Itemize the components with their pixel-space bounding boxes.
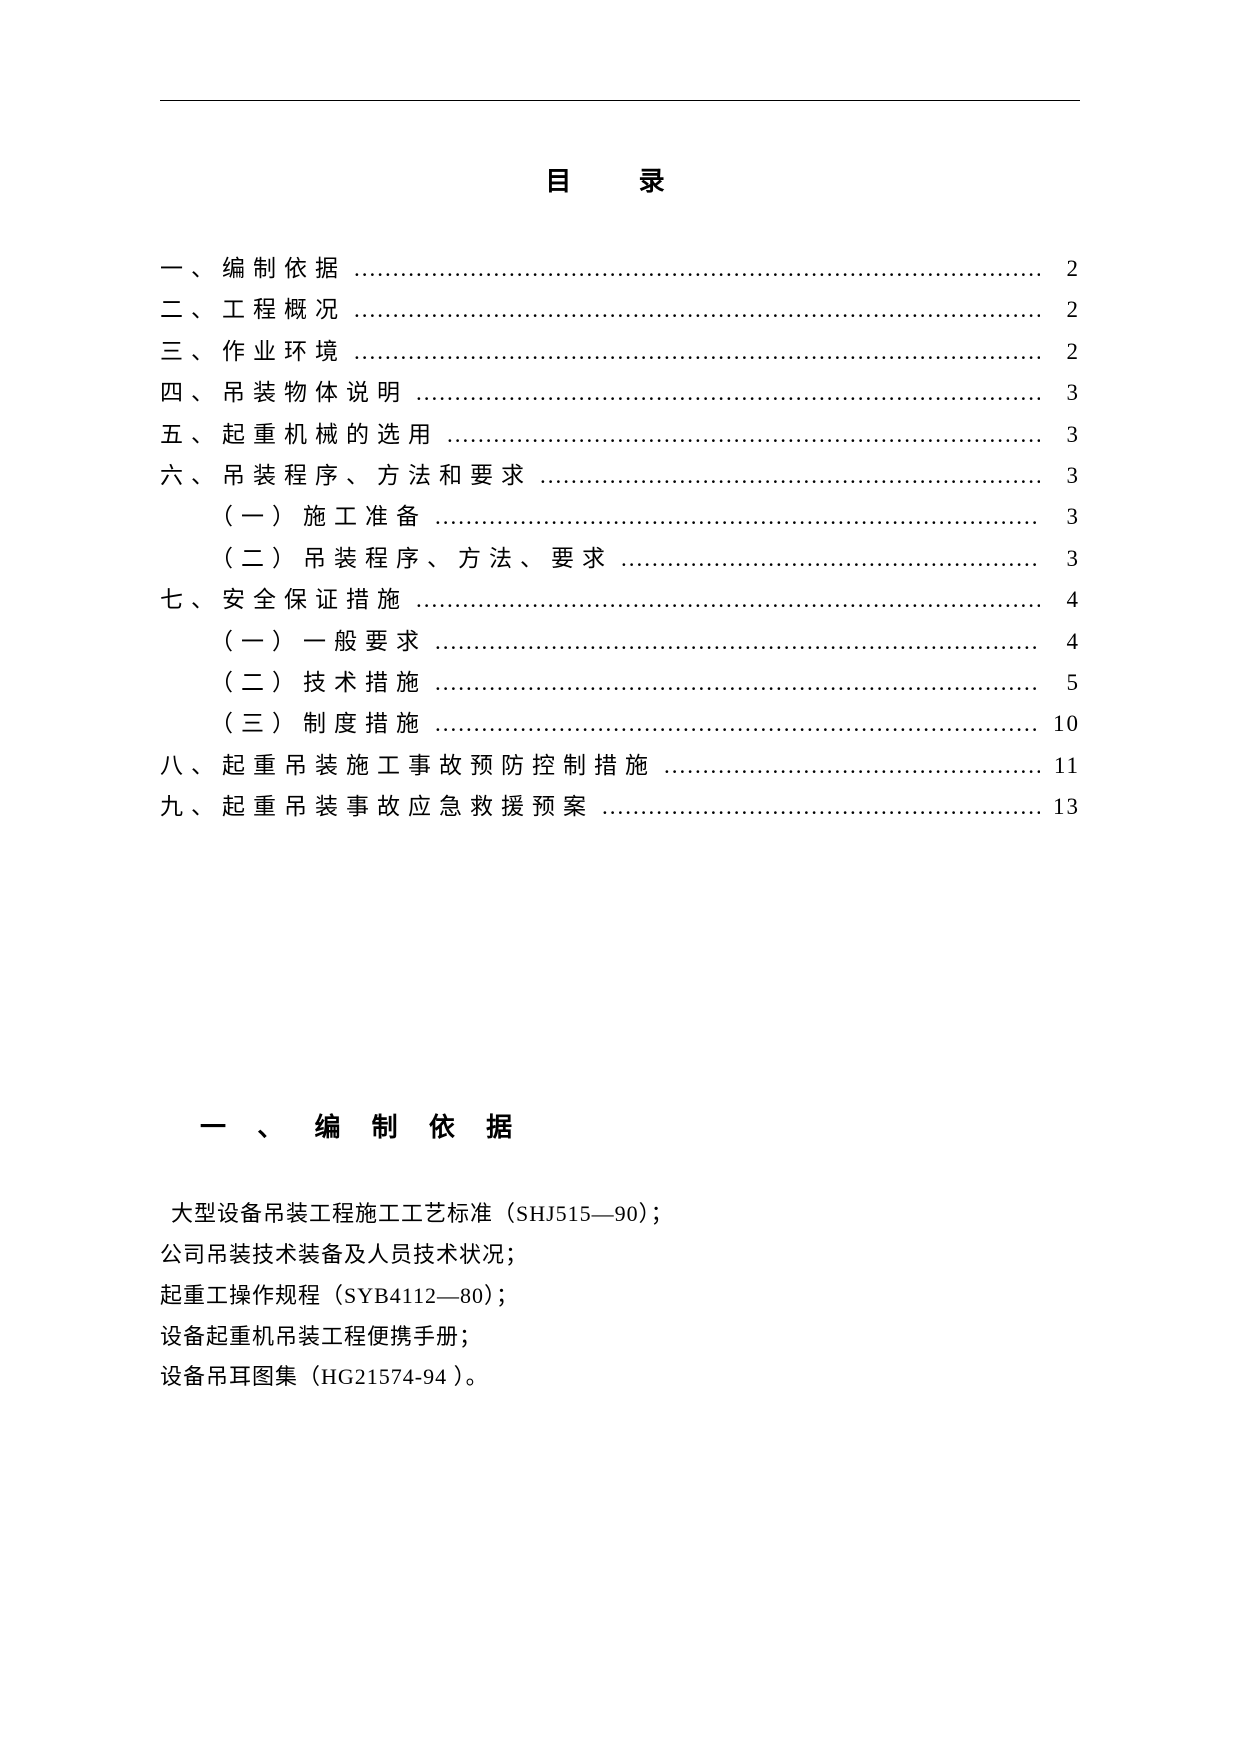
toc-entry: 五、起重机械的选用 3: [160, 414, 1080, 455]
toc-label: （三）制度措施: [210, 703, 427, 744]
toc-label: 一、编制依据: [160, 248, 346, 289]
body-line: 起重工操作规程（SYB4112—80）；: [160, 1276, 1080, 1317]
toc-label: （一）一般要求: [210, 621, 427, 662]
toc-page: 3: [1040, 372, 1080, 413]
section-1-body: 大型设备吊装工程施工工艺标准（SHJ515—90）； 公司吊装技术装备及人员技术…: [160, 1194, 1080, 1397]
toc-dots: [613, 538, 1040, 579]
toc-dots: [346, 331, 1040, 372]
toc-label: 五、起重机械的选用: [160, 414, 439, 455]
toc-page: 4: [1040, 621, 1080, 662]
body-line: 公司吊装技术装备及人员技术状况；: [160, 1235, 1080, 1276]
toc-dots: [594, 786, 1040, 827]
toc-page: 11: [1040, 745, 1080, 786]
toc-label: （一）施工准备: [210, 496, 427, 537]
toc-label: 六、吊装程序、方法和要求: [160, 455, 532, 496]
toc-page: 13: [1040, 786, 1080, 827]
toc-page: 2: [1040, 331, 1080, 372]
toc-page: 2: [1040, 248, 1080, 289]
toc-entry: 三、作业环境 2: [160, 331, 1080, 372]
toc-dots: [656, 745, 1040, 786]
toc-dots: [532, 455, 1040, 496]
toc-page: 3: [1040, 455, 1080, 496]
toc-title: 目 录: [160, 161, 1080, 198]
toc-dots: [408, 579, 1040, 620]
body-line: 设备起重机吊装工程便携手册；: [160, 1317, 1080, 1358]
toc-dots: [346, 248, 1040, 289]
toc-entry: 四、吊装物体说明 3: [160, 372, 1080, 413]
toc-dots: [439, 414, 1040, 455]
toc-label: 三、作业环境: [160, 331, 346, 372]
toc-dots: [427, 496, 1040, 537]
toc-page: 5: [1040, 662, 1080, 703]
toc-entry: （一）施工准备 3: [160, 496, 1080, 537]
toc-dots: [346, 289, 1040, 330]
toc-entry: 八、起重吊装施工事故预防控制措施 11: [160, 745, 1080, 786]
toc-page: 3: [1040, 414, 1080, 455]
toc-label: （二）技术措施: [210, 662, 427, 703]
toc-label: （二）吊装程序、方法、要求: [210, 538, 613, 579]
toc-page: 2: [1040, 289, 1080, 330]
body-line: 大型设备吊装工程施工工艺标准（SHJ515—90）；: [160, 1194, 1080, 1235]
toc-dots: [427, 621, 1040, 662]
toc-entry: （二）技术措施 5: [160, 662, 1080, 703]
toc-label: 九、起重吊装事故应急救援预案: [160, 786, 594, 827]
toc-dots: [408, 372, 1040, 413]
toc-dots: [427, 662, 1040, 703]
toc-entry: 二、工程概况 2: [160, 289, 1080, 330]
toc-label: 四、吊装物体说明: [160, 372, 408, 413]
body-line: 设备吊耳图集（HG21574-94 ）。: [160, 1357, 1080, 1398]
toc-entry: 六、吊装程序、方法和要求 3: [160, 455, 1080, 496]
toc-entry: （一）一般要求 4: [160, 621, 1080, 662]
toc-label: 八、起重吊装施工事故预防控制措施: [160, 745, 656, 786]
toc-page: 10: [1040, 703, 1080, 744]
toc-page: 3: [1040, 496, 1080, 537]
toc-page: 3: [1040, 538, 1080, 579]
section-heading-1: 一 、 编 制 依 据: [160, 1107, 1080, 1144]
toc-label: 七、安全保证措施: [160, 579, 408, 620]
toc-entry: 七、安全保证措施 4: [160, 579, 1080, 620]
header-divider: [160, 100, 1080, 101]
toc-page: 4: [1040, 579, 1080, 620]
toc-entry: （二）吊装程序、方法、要求 3: [160, 538, 1080, 579]
toc-dots: [427, 703, 1040, 744]
toc-entry: 九、起重吊装事故应急救援预案 13: [160, 786, 1080, 827]
toc-entry: 一、编制依据 2: [160, 248, 1080, 289]
toc-list: 一、编制依据 2 二、工程概况 2 三、作业环境 2 四、吊装物体说明 3 五、…: [160, 248, 1080, 827]
toc-entry: （三）制度措施 10: [160, 703, 1080, 744]
toc-label: 二、工程概况: [160, 289, 346, 330]
